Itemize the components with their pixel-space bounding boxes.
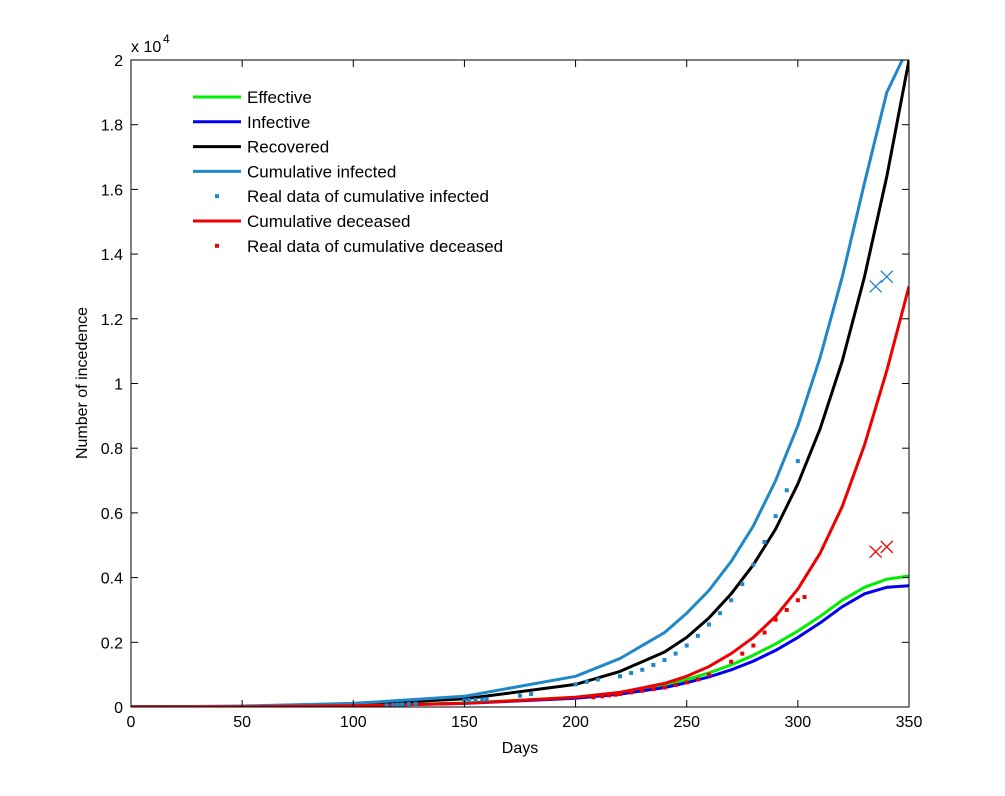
x-tick-label: 0 — [127, 714, 136, 731]
data-point-real-data-of-cumulative-infected — [391, 703, 396, 707]
y-multiplier-exponent: 4 — [163, 32, 170, 46]
data-point-real-data-of-cumulative-infected — [406, 702, 411, 707]
legend-swatch-real-data-of-cumulative-deceased — [215, 243, 219, 248]
data-point-real-data-of-cumulative-deceased — [795, 598, 800, 603]
x-marker-series-8 — [869, 545, 883, 559]
legend-label-real-data-of-cumulative-deceased: Real data of cumulative deceased — [247, 237, 503, 256]
data-point-real-data-of-cumulative-infected — [784, 488, 789, 493]
data-point-real-data-of-cumulative-infected — [466, 698, 471, 703]
data-point-real-data-of-cumulative-deceased — [640, 688, 645, 693]
x-tick-label: 300 — [785, 714, 812, 731]
data-point-real-data-of-cumulative-deceased — [706, 672, 711, 677]
data-point-real-data-of-cumulative-infected — [640, 667, 645, 672]
data-point-real-data-of-cumulative-deceased — [591, 695, 596, 700]
data-point-real-data-of-cumulative-infected — [706, 622, 711, 627]
y-tick-label: 1.4 — [101, 247, 123, 264]
data-point-real-data-of-cumulative-infected — [729, 598, 734, 603]
data-point-real-data-of-cumulative-deceased — [773, 617, 778, 622]
y-tick-label: 0 — [114, 700, 123, 717]
legend-label-recovered: Recovered — [247, 138, 329, 157]
data-point-real-data-of-cumulative-infected — [773, 514, 778, 519]
x-tick-label: 100 — [340, 714, 367, 731]
data-point-real-data-of-cumulative-infected — [751, 562, 756, 567]
data-point-real-data-of-cumulative-infected — [518, 693, 522, 698]
legend-label-cumulative-infected: Cumulative infected — [247, 162, 396, 181]
x-tick-label: 250 — [673, 714, 700, 731]
data-point-real-data-of-cumulative-infected — [484, 697, 489, 702]
x-marker-series-7 — [880, 270, 894, 284]
data-point-real-data-of-cumulative-deceased — [751, 643, 756, 648]
data-point-real-data-of-cumulative-infected — [384, 703, 389, 707]
data-point-real-data-of-cumulative-deceased — [600, 694, 605, 699]
data-point-real-data-of-cumulative-infected — [395, 702, 400, 707]
y-tick-label: 0.2 — [101, 635, 123, 652]
data-point-real-data-of-cumulative-deceased — [740, 651, 745, 656]
data-point-real-data-of-cumulative-infected — [651, 662, 656, 667]
series-layer — [131, 60, 909, 707]
data-point-real-data-of-cumulative-infected — [595, 677, 600, 682]
y-tick-label: 1.2 — [101, 312, 123, 329]
data-point-real-data-of-cumulative-infected — [762, 540, 767, 545]
x-axis-label: Days — [502, 740, 538, 757]
series-line-cumulative-deceased — [131, 286, 909, 707]
x-tick-label: 50 — [233, 714, 251, 731]
data-point-real-data-of-cumulative-infected — [584, 679, 589, 684]
legend-label-real-data-of-cumulative-infected: Real data of cumulative infected — [247, 187, 489, 206]
data-point-real-data-of-cumulative-deceased — [651, 687, 656, 692]
plot-background — [131, 60, 909, 707]
data-point-real-data-of-cumulative-infected — [684, 643, 689, 648]
data-point-real-data-of-cumulative-infected — [629, 671, 634, 676]
data-point-real-data-of-cumulative-deceased — [662, 685, 667, 690]
y-tick-label: 1.6 — [101, 182, 123, 199]
data-point-real-data-of-cumulative-deceased — [784, 607, 789, 612]
data-point-real-data-of-cumulative-deceased — [695, 677, 700, 682]
y-tick-label: 0.6 — [101, 506, 123, 523]
legend-swatch-real-data-of-cumulative-infected — [215, 194, 219, 199]
data-point-real-data-of-cumulative-deceased — [684, 680, 689, 685]
data-point-real-data-of-cumulative-infected — [473, 697, 478, 702]
legend: Effective Infective Recovered Cumulative in… — [193, 88, 503, 256]
series-line-cumulative-infected — [131, 60, 904, 707]
data-point-real-data-of-cumulative-infected — [695, 633, 700, 638]
y-tick-label: 0.4 — [101, 571, 123, 588]
data-point-real-data-of-cumulative-infected — [573, 682, 578, 687]
data-point-real-data-of-cumulative-deceased — [729, 659, 734, 664]
data-point-real-data-of-cumulative-deceased — [762, 630, 767, 635]
series-line-recovered — [131, 60, 909, 707]
data-point-real-data-of-cumulative-infected — [662, 658, 667, 663]
data-point-real-data-of-cumulative-deceased — [629, 690, 634, 695]
y-tick-label: 0.8 — [101, 441, 123, 458]
x-tick-label: 350 — [896, 714, 923, 731]
legend-label-effective: Effective — [247, 88, 312, 107]
data-point-real-data-of-cumulative-infected — [400, 702, 405, 707]
legend-label-cumulative-deceased: Cumulative deceased — [247, 212, 410, 231]
y-tick-label: 2 — [114, 53, 123, 70]
legend-label-infective: Infective — [247, 113, 310, 132]
x-tick-label: 150 — [451, 714, 478, 731]
y-multiplier: x 10 — [131, 39, 161, 56]
data-point-real-data-of-cumulative-infected — [795, 459, 800, 464]
data-point-real-data-of-cumulative-infected — [480, 697, 485, 702]
data-point-real-data-of-cumulative-deceased — [618, 692, 623, 697]
x-marker-series-8 — [880, 540, 894, 554]
data-point-real-data-of-cumulative-infected — [618, 674, 623, 679]
x-marker-series-7 — [869, 279, 883, 293]
data-point-real-data-of-cumulative-deceased — [606, 693, 611, 698]
data-point-real-data-of-cumulative-infected — [413, 701, 418, 706]
data-point-real-data-of-cumulative-infected — [529, 692, 534, 697]
data-point-real-data-of-cumulative-infected — [673, 651, 678, 656]
data-point-real-data-of-cumulative-infected — [740, 582, 745, 587]
data-point-real-data-of-cumulative-deceased — [802, 595, 807, 600]
data-point-real-data-of-cumulative-deceased — [673, 683, 678, 688]
y-axis-label: Number of incedence — [74, 307, 91, 459]
data-point-real-data-of-cumulative-deceased — [613, 692, 618, 697]
y-tick-label: 1.8 — [101, 118, 123, 135]
y-tick-label: 1 — [114, 377, 123, 394]
tick-layer: 0 50 100 150 200 250 300 350 0 0.2 0.4 0.6 0.8 1 1.2 1.… — [101, 53, 923, 731]
data-point-real-data-of-cumulative-infected — [718, 611, 723, 616]
x-tick-label: 200 — [562, 714, 589, 731]
